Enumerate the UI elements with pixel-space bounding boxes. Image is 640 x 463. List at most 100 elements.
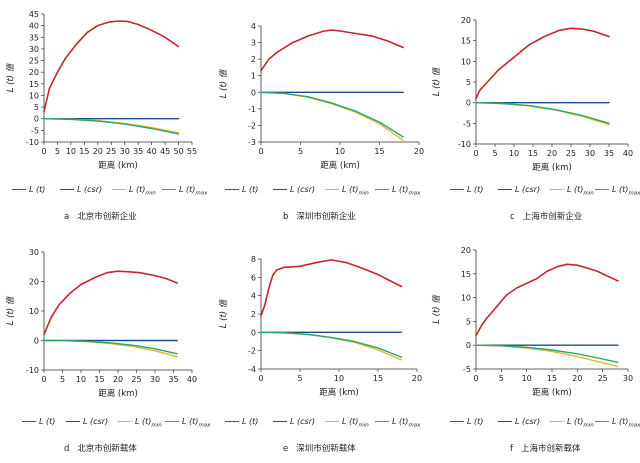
x-tick-label: 40 (623, 149, 633, 158)
y-tick-label: -4 (248, 365, 256, 374)
legend-lmax-b: L (t)max (375, 185, 420, 197)
legend-lmin-swatch (118, 421, 132, 422)
legend-lt-swatch (22, 421, 36, 422)
y-axis-title: L (t) 值 (431, 294, 442, 324)
x-tick-label: 35 (133, 147, 143, 156)
chart-panel-f: 0 5 10 15 20 25 30 -5 0 5 10 15 20 距离 (km) L (t) 值 L (… (426, 231, 640, 463)
x-tick-label: 25 (598, 374, 608, 383)
series-line-lmax (475, 101, 610, 125)
legend-csr-swatch (66, 421, 80, 422)
legend-lt-d: L (t) (22, 417, 55, 426)
y-tick-label: -1 (248, 105, 256, 114)
series-line-lmax (43, 117, 180, 135)
chart-panel-a: 0 5 10 15 20 25 30 35 40 45 50 55 -10 -5 0 5 10 15 20 25 30 3… (0, 0, 213, 231)
y-axis-title: L (t) 值 (218, 298, 229, 328)
x-tick-label: 20 (93, 147, 103, 156)
y-tick-label: 15 (461, 37, 471, 46)
series-line-lmax (475, 344, 619, 364)
y-tick-label: -10 (458, 140, 471, 149)
y-tick-label: 2 (251, 310, 256, 319)
caption-title: 深圳市创新载体 (296, 444, 356, 454)
x-tick-label: 55 (187, 147, 197, 156)
x-tick-label: 35 (604, 149, 614, 158)
x-tick-label: 0 (473, 374, 478, 383)
chart-svg-e: 0 5 10 15 20 -4 -2 0 2 4 6 8 距离 (km) L (t) 值 (218, 255, 422, 398)
legend-csr-c: L (csr) (498, 185, 540, 194)
y-tick-label: 15 (29, 80, 39, 89)
x-tick-label: 15 (373, 374, 383, 383)
y-tick-label: 0 (466, 341, 471, 350)
x-tick-label: 10 (76, 375, 86, 384)
legend-lmax-swatch (595, 189, 609, 190)
chart-svg-a: 0 5 10 15 20 25 30 35 40 45 50 55-10-50510152025303… (5, 10, 197, 171)
caption-letter: d (64, 444, 70, 454)
legend-lt-swatch (225, 189, 239, 190)
caption-title: 上海市创新载体 (521, 444, 581, 454)
x-tick-label: 40 (147, 147, 157, 156)
x-tick-label: 30 (585, 149, 595, 158)
y-tick-label: 30 (29, 248, 39, 257)
legend-lmin-d: L (t)min (118, 417, 162, 429)
y-axis-title: L (t) 值 (5, 295, 16, 325)
series-line-lmax (260, 91, 404, 138)
series-line-lt (43, 270, 178, 336)
legend-csr-swatch (498, 189, 512, 190)
legend-lmax-a: L (t)max (162, 185, 207, 197)
x-tick-label: 10 (335, 147, 345, 156)
series-line-lt (475, 27, 610, 100)
x-tick-label: 0 (473, 149, 478, 158)
y-tick-label: 4 (251, 22, 256, 31)
legend-lmax-d: L (t)max (165, 417, 210, 429)
chart-svg-c: 0 5 10 15 20 25 30 35 40 -10 -5 0 5 10 15 20 距离 (km) L (t… (431, 16, 633, 173)
y-tick-label: -10 (26, 138, 39, 147)
x-tick-label: 0 (41, 375, 46, 384)
y-tick-label: 20 (29, 278, 39, 287)
legend-lmin-swatch (325, 421, 339, 422)
x-tick-label: 40 (187, 375, 197, 384)
legend-csr-b: L (csr) (273, 185, 315, 194)
caption-title: 北京市创新企业 (77, 212, 137, 222)
caption-a: a 北京市创新企业 (64, 210, 137, 222)
y-tick-label: 1 (251, 72, 256, 81)
y-tick-label: 15 (461, 270, 471, 279)
x-tick-label: 5 (297, 374, 302, 383)
x-tick-label: 5 (60, 375, 65, 384)
caption-letter: a (64, 212, 70, 222)
legend-lt-f: L (t) (450, 417, 483, 426)
legend-csr-swatch (498, 421, 512, 422)
legend-lt-e: L (t) (225, 417, 258, 426)
y-tick-label: -5 (31, 126, 39, 135)
x-tick-label: 50 (173, 147, 183, 156)
legend-lmin-swatch (325, 189, 339, 190)
y-tick-label: 0 (34, 115, 39, 124)
y-tick-label: 0 (251, 88, 256, 97)
x-tick-label: 30 (623, 374, 633, 383)
chart-svg-b: 0 5 10 15 20 -3 -2 -1 0 1 2 3 4 距离 (km) L (t) 值 (218, 22, 424, 171)
x-tick-label: 35 (168, 375, 178, 384)
y-tick-label: 8 (251, 255, 256, 264)
caption-letter: b (283, 212, 289, 222)
x-tick-label: 5 (55, 147, 60, 156)
caption-b: b 深圳市创新企业 (283, 210, 356, 222)
legend-csr-d: L (csr) (66, 417, 108, 426)
x-tick-label: 25 (566, 149, 576, 158)
legend-lmin-f: L (t)min (550, 417, 594, 429)
y-tick-label: 10 (29, 307, 39, 316)
caption-letter: e (283, 444, 289, 454)
caption-d: d 北京市创新载体 (64, 442, 137, 454)
legend-lmax-e: L (t)max (375, 417, 420, 429)
series-line-lmin (475, 101, 610, 126)
y-tick-label: 25 (29, 57, 39, 66)
legend-lt-swatch (450, 189, 464, 190)
x-tick-label: 10 (334, 374, 344, 383)
legend-lmin-b: L (t)min (325, 185, 369, 197)
caption-c: c 上海市创新企业 (510, 210, 582, 222)
series-line-lt (260, 29, 404, 72)
y-tick-label: 10 (29, 91, 39, 100)
chart-panel-e: 0 5 10 15 20 -4 -2 0 2 4 6 8 距离 (km) L (t) 值 L (t) L … (213, 231, 426, 463)
chart-panel-b: 0 5 10 15 20 -3 -2 -1 0 1 2 3 4 距离 (km) L (t) 值 L (t) … (213, 0, 426, 231)
y-tick-label: 2 (251, 55, 256, 64)
x-tick-label: 5 (492, 149, 497, 158)
y-tick-label: 20 (29, 68, 39, 77)
